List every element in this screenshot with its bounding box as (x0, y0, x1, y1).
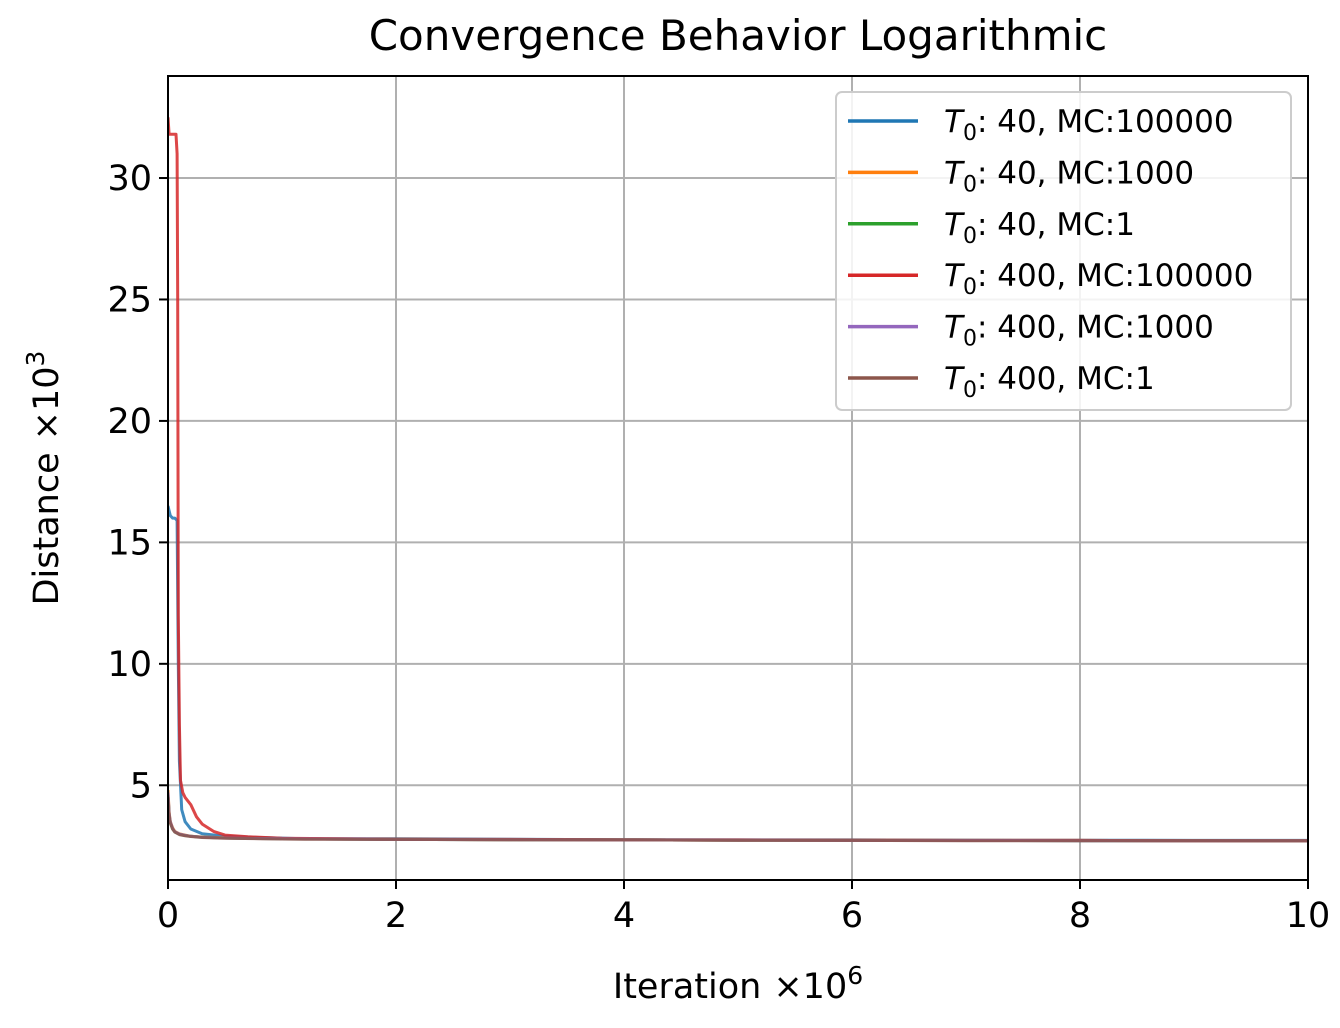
y-tick-label: 10 (107, 645, 152, 685)
x-tick-label: 2 (385, 896, 407, 936)
legend-symbol: T (944, 361, 965, 397)
y-tick-label: 30 (107, 159, 152, 199)
y-axis-label: Distance ×103 (21, 351, 67, 606)
legend-symbol: T (944, 207, 965, 243)
series-line-6 (168, 797, 1308, 843)
legend-label-4: T0: 400, MC:100000 (944, 258, 1253, 300)
y-tick-label: 5 (130, 766, 152, 806)
legend-subscript: 0 (963, 327, 977, 352)
legend-subscript: 0 (963, 378, 977, 403)
legend-label-6: T0: 400, MC:1 (944, 361, 1155, 403)
y-axis: 5 10 15 20 25 30 (107, 159, 168, 806)
legend-symbol: T (944, 104, 965, 140)
x-axis: 0 2 4 6 8 10 (157, 880, 1330, 936)
legend-symbol: T (944, 310, 965, 346)
legend-text: : 400, MC:100000 (977, 258, 1253, 294)
legend-subscript: 0 (963, 224, 977, 249)
x-tick-label: 10 (1286, 896, 1331, 936)
legend-label-3: T0: 40, MC:1 (944, 207, 1135, 249)
legend-subscript: 0 (963, 121, 977, 146)
plot-frame (167, 75, 1309, 881)
x-axis-multiplier-exponent: 6 (847, 961, 863, 990)
x-tick-label: 6 (841, 896, 863, 936)
legend-text: : 40, MC:1000 (977, 155, 1194, 191)
legend-text: : 40, MC:1 (977, 207, 1135, 243)
legend-label-2: T0: 40, MC:1000 (944, 155, 1194, 197)
legend-label-1: T0: 40, MC:100000 (944, 104, 1234, 146)
chart-title: Convergence Behavior Logarithmic (369, 11, 1108, 60)
legend-text: : 400, MC:1000 (977, 310, 1214, 346)
legend-symbol: T (944, 258, 965, 294)
x-tick-label: 4 (613, 896, 635, 936)
x-tick-label: 8 (1069, 896, 1091, 936)
legend-label-5: T0: 400, MC:1000 (944, 310, 1214, 352)
y-tick-label: 20 (107, 402, 152, 442)
legend-box (835, 91, 1292, 411)
x-axis-multiplier: ×10 (773, 967, 847, 1007)
legend-subscript: 0 (963, 275, 977, 300)
y-tick-label: 15 (107, 523, 152, 563)
y-tick-label: 25 (107, 280, 152, 320)
y-axis-label-text: Distance (27, 452, 67, 605)
legend-text: : 40, MC:100000 (977, 104, 1234, 140)
legend-text: : 400, MC:1 (977, 361, 1155, 397)
y-axis-multiplier-exponent: 3 (21, 351, 50, 367)
x-axis-label: Iteration ×106 (613, 961, 863, 1007)
series-lines (168, 117, 1308, 843)
legend-symbol: T (944, 155, 965, 191)
legend-subscript: 0 (963, 172, 977, 197)
y-axis-multiplier: ×10 (27, 366, 67, 440)
x-axis-label-text: Iteration (613, 967, 761, 1007)
x-tick-label: 0 (157, 896, 179, 936)
